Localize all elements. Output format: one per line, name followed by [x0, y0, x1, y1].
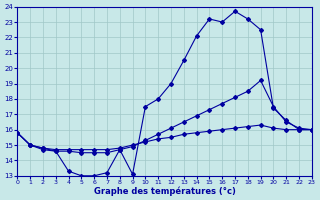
X-axis label: Graphe des températures (°c): Graphe des températures (°c) — [94, 186, 236, 196]
